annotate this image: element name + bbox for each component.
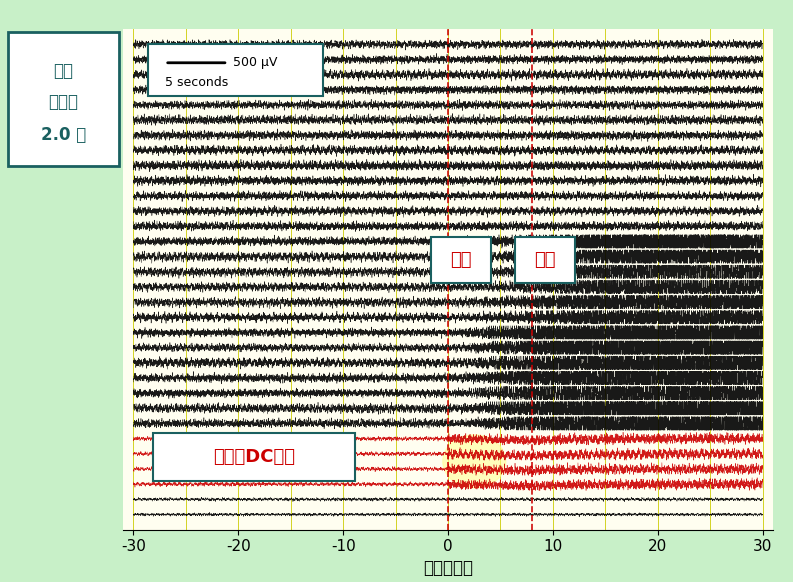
FancyBboxPatch shape [148, 44, 324, 96]
Text: 2.0 秒: 2.0 秒 [40, 126, 86, 144]
Ellipse shape [442, 435, 506, 488]
Text: 開始: 開始 [450, 251, 472, 269]
Text: 500 μV: 500 μV [233, 56, 278, 69]
Text: 頂点: 頂点 [534, 251, 556, 269]
FancyBboxPatch shape [515, 237, 575, 283]
Text: 表示: 表示 [53, 62, 74, 80]
Text: 5 seconds: 5 seconds [165, 76, 228, 88]
FancyBboxPatch shape [153, 432, 354, 481]
FancyBboxPatch shape [431, 237, 491, 283]
Text: 時定数: 時定数 [48, 93, 79, 111]
Text: 発作時DC電位: 発作時DC電位 [213, 448, 295, 466]
X-axis label: 時間（秒）: 時間（秒） [423, 559, 473, 577]
